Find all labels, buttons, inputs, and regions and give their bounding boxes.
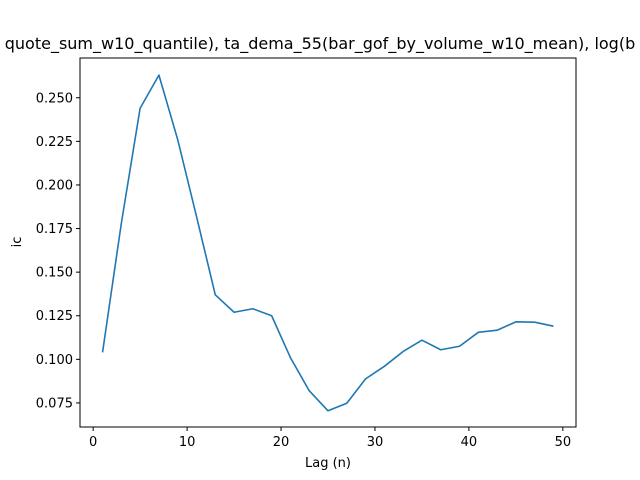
x-tick-label: 30	[367, 435, 384, 450]
y-tick-label: 0.175	[36, 222, 73, 237]
y-tick-label: 0.075	[36, 396, 73, 411]
plot-frame	[79, 57, 577, 428]
x-tick-label: 10	[179, 435, 196, 450]
y-tick-label: 0.200	[36, 178, 73, 193]
y-tick-label: 0.150	[36, 266, 73, 281]
y-tick-label: 0.250	[36, 91, 73, 106]
x-tick-label: 50	[555, 435, 572, 450]
y-axis-label: ic	[10, 237, 25, 248]
x-tick-label: 40	[461, 435, 478, 450]
y-tick-label: 0.100	[36, 353, 73, 368]
y-axis: 0.075 0.100 0.125 0.150 0.175 0.200 0.225 0.250	[36, 91, 80, 411]
y-tick-label: 0.125	[36, 309, 73, 324]
x-tick-label: 20	[273, 435, 290, 450]
series-line	[101, 74, 554, 412]
y-tick-label: 0.225	[36, 135, 73, 150]
x-axis-label: Lag (n)	[305, 456, 351, 471]
plot-area	[101, 74, 554, 412]
chart-title: quote_sum_w10_quantile), ta_dema_55(bar_…	[5, 34, 635, 54]
x-axis: 0 10 20 30 40 50	[89, 427, 571, 450]
x-tick-label: 0	[89, 435, 97, 450]
